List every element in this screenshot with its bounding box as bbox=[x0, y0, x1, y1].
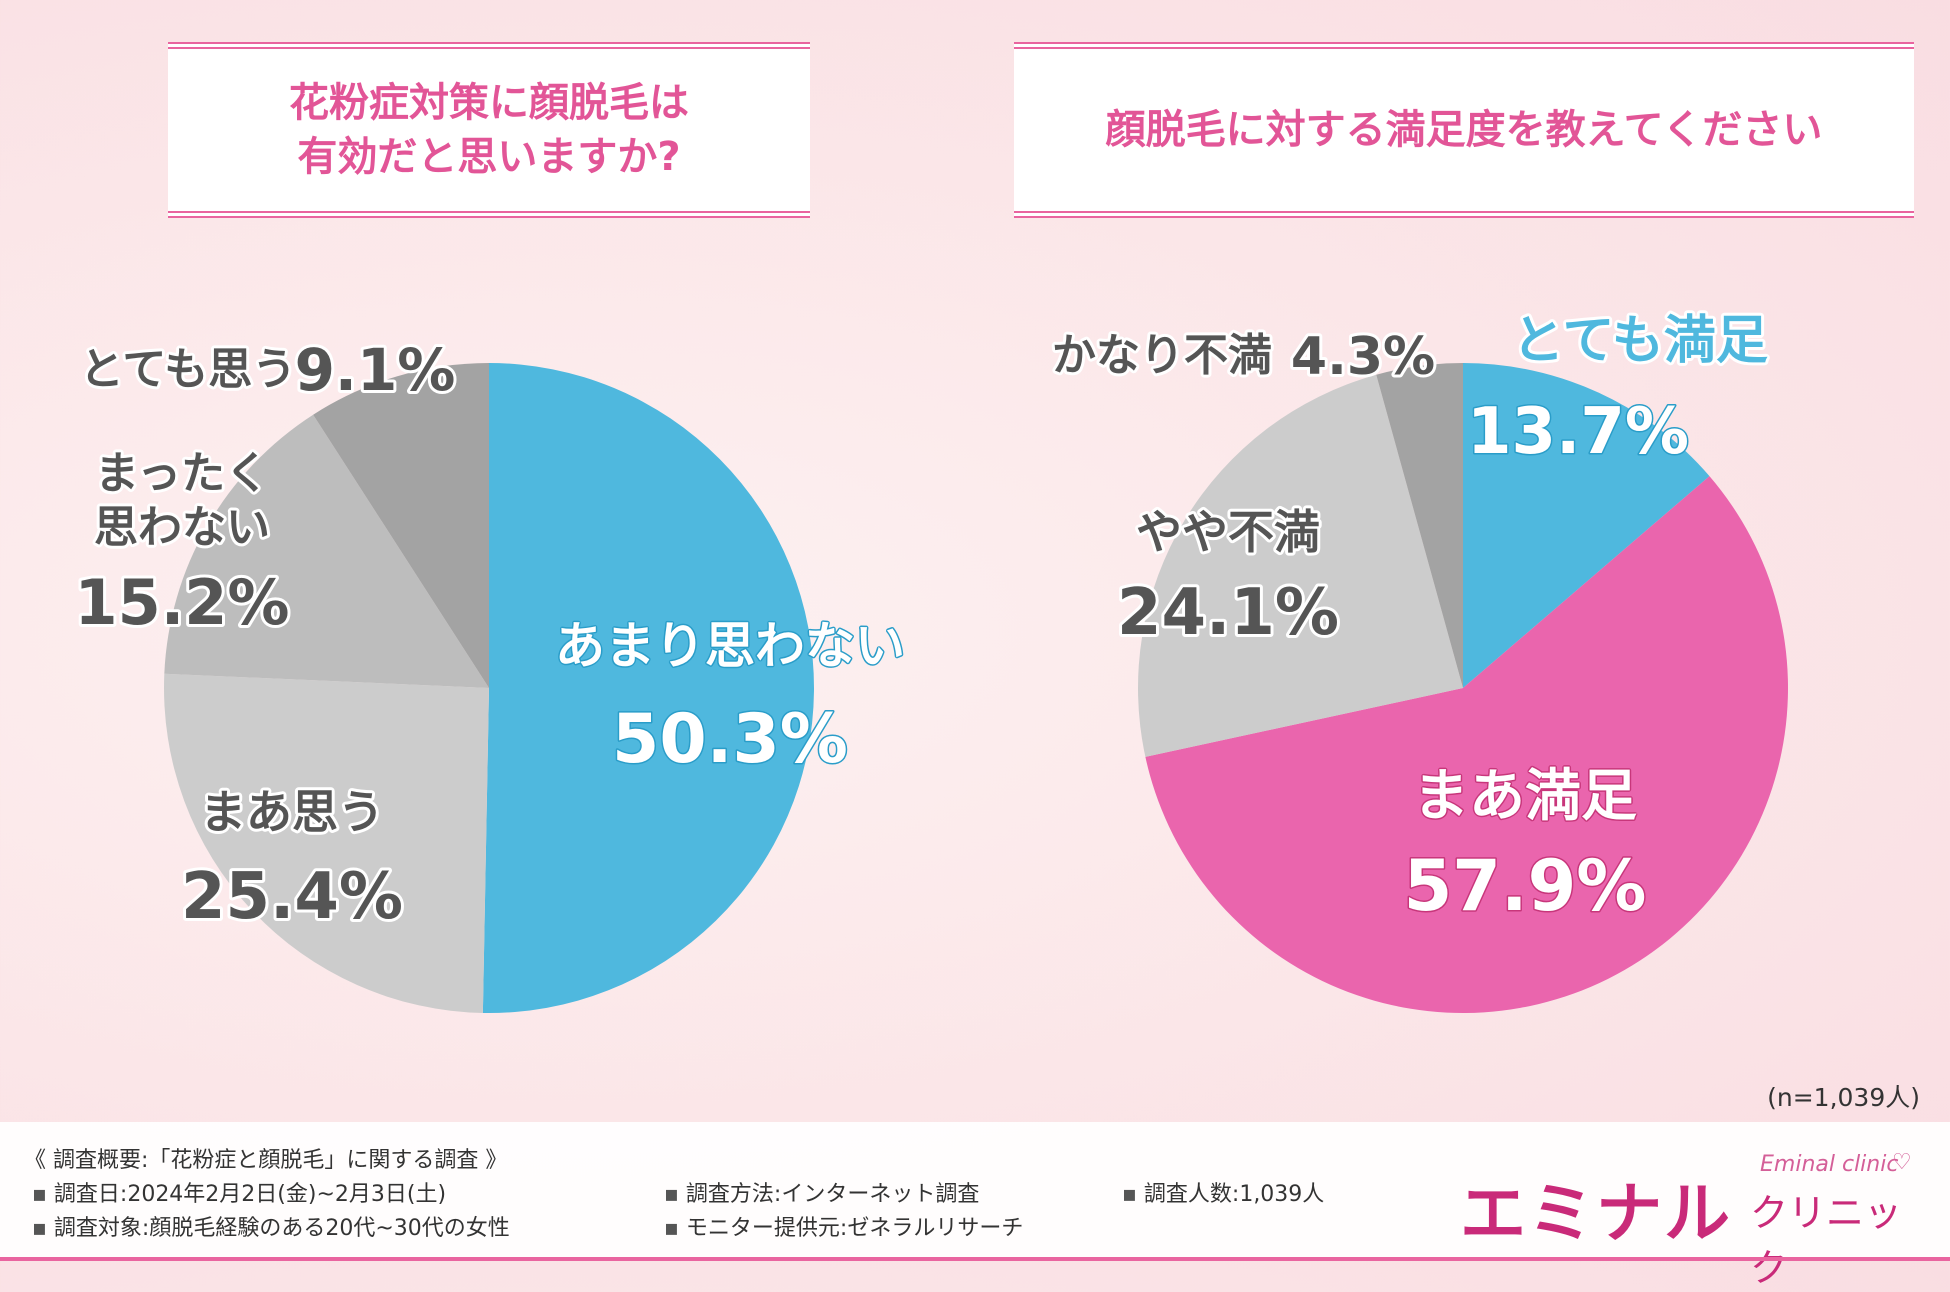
right-pie-slice-3 bbox=[1376, 363, 1463, 688]
left-label-maa: まあ思う bbox=[200, 785, 384, 839]
clinic-logo: エミナル クリニック Eminal clinic ♡ bbox=[1460, 1150, 1930, 1290]
survey-heading: 《 調査概要:「花粉症と顔脱毛」に関する調査 》 bbox=[24, 1148, 508, 1173]
survey-method: 調査方法:インターネット調査 bbox=[664, 1176, 979, 1208]
logo-main-text: エミナル bbox=[1460, 1175, 1732, 1252]
bottom-accent-bar bbox=[0, 1257, 1950, 1261]
left-chart-title: 花粉症対策に顔脱毛は 有効だと思いますか? bbox=[289, 80, 689, 180]
left-value-maa: 25.4% bbox=[181, 860, 403, 934]
left-label-mattaku-1: まったく bbox=[95, 448, 269, 499]
survey-date: 調査日:2024年2月2日(金)~2月3日(土) bbox=[32, 1176, 446, 1208]
left-value-amari: 50.3% bbox=[612, 700, 848, 779]
right-value-maa: 57.9% bbox=[1404, 845, 1647, 927]
left-label-mattaku-2: 思わない bbox=[94, 502, 270, 553]
right-label-yaya: やや不満 bbox=[1136, 505, 1320, 559]
heart-icon: ♡ bbox=[1892, 1150, 1912, 1175]
logo-script-text: Eminal clinic bbox=[1760, 1152, 1899, 1177]
left-pie-slice-0 bbox=[482, 363, 814, 1013]
right-value-totemo: 13.7% bbox=[1467, 395, 1689, 469]
sample-size: (n=1,039人) bbox=[1767, 1083, 1920, 1112]
left-chart-title-box: 花粉症対策に顔脱毛は 有効だと思いますか? bbox=[168, 42, 810, 218]
right-chart-title-box: 顔脱毛に対する満足度を教えてください bbox=[1014, 42, 1914, 218]
left-label-totemo: とても思う bbox=[80, 344, 296, 395]
right-label-kanari: かなり不満 bbox=[1052, 330, 1272, 381]
survey-footer: 《 調査概要:「花粉症と顔脱毛」に関する調査 》 調査日:2024年2月2日(金… bbox=[0, 1122, 1950, 1290]
left-pie-slice-1 bbox=[164, 673, 489, 1013]
right-pie-slice-1 bbox=[1145, 476, 1788, 1013]
pie-labels: あまり思わない 50.3% まあ思う 25.4% まったく 思わない 15.2%… bbox=[71, 308, 1770, 937]
left-pie bbox=[164, 363, 814, 1013]
right-pie bbox=[1138, 363, 1788, 1013]
right-label-totemo: とても満足 bbox=[1512, 311, 1768, 371]
left-pie-slice-2 bbox=[164, 414, 489, 688]
survey-count: 調査人数:1,039人 bbox=[1122, 1176, 1324, 1208]
right-pie-slice-0 bbox=[1463, 363, 1710, 688]
right-value-kanari: 4.3% bbox=[1291, 327, 1435, 387]
left-label-amari: あまり思わない bbox=[555, 617, 905, 675]
logo-sub-text: クリニック bbox=[1750, 1191, 1903, 1290]
right-value-yaya: 24.1% bbox=[1117, 576, 1339, 650]
right-label-maa: まあ満足 bbox=[1413, 764, 1637, 829]
right-pie-slice-2 bbox=[1138, 374, 1463, 757]
left-value-mattaku: 15.2% bbox=[74, 566, 289, 639]
left-value-totemo: 9.1% bbox=[295, 336, 456, 404]
left-pie-slice-3 bbox=[313, 363, 489, 688]
pie-charts: あまり思わない 50.3% まあ思う 25.4% まったく 思わない 15.2%… bbox=[71, 308, 1788, 1013]
right-chart-title: 顔脱毛に対する満足度を教えてください bbox=[1105, 107, 1823, 153]
survey-target: 調査対象:顔脱毛経験のある20代~30代の女性 bbox=[32, 1210, 510, 1242]
survey-monitor: モニター提供元:ゼネラルリサーチ bbox=[664, 1210, 1023, 1242]
